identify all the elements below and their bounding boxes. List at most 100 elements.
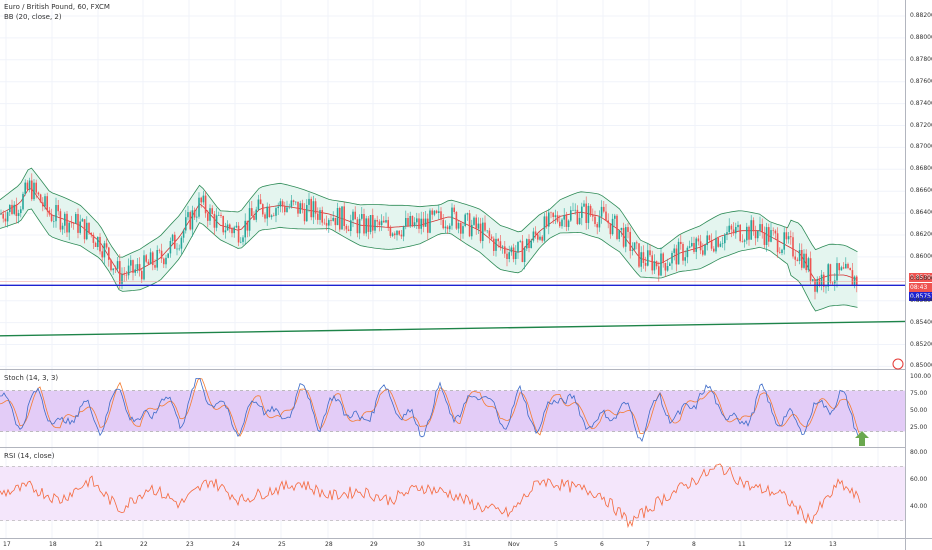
candle-body: [204, 195, 207, 214]
candle-body: [781, 249, 783, 253]
time-tick-label: 8: [692, 541, 696, 548]
candle-body: [391, 233, 394, 236]
candle-body: [178, 248, 180, 250]
candle-body: [453, 207, 455, 212]
candle-body: [299, 203, 301, 214]
candle-body: [376, 220, 378, 222]
candle-body: [622, 227, 625, 247]
candle-body: [488, 230, 491, 237]
candle-body: [66, 213, 68, 233]
candle-body: [596, 224, 598, 228]
candle-body: [717, 237, 719, 247]
candle-body: [134, 269, 136, 273]
candle-body: [116, 261, 119, 269]
candle-body: [512, 247, 515, 260]
candle-body: [466, 213, 469, 215]
candle-body: [532, 231, 535, 241]
candle-body: [473, 217, 475, 225]
candle-body: [638, 243, 640, 267]
candle-body: [46, 196, 48, 211]
candle-body: [180, 237, 183, 249]
bb-indicator-label[interactable]: BB (20, close, 2): [4, 13, 62, 21]
candle-body: [152, 252, 154, 266]
stoch-indicator-label[interactable]: Stoch (14, 3, 3): [4, 374, 59, 382]
candle-body: [303, 209, 306, 222]
candle-body: [389, 228, 392, 236]
countdown-label: 08:43: [909, 283, 932, 292]
candle-body: [486, 230, 488, 232]
time-tick-label: 18: [49, 541, 57, 548]
candle-body: [13, 204, 15, 214]
candle-body: [163, 258, 165, 265]
candle-body: [281, 201, 284, 207]
candle-body: [114, 268, 117, 270]
candle-body: [44, 196, 46, 207]
candle-body: [592, 215, 594, 217]
candle-body: [651, 255, 653, 271]
candle-body: [53, 221, 55, 222]
candle-body: [255, 209, 257, 220]
candle-body: [127, 265, 130, 276]
candle-body: [202, 195, 205, 203]
candle-body: [462, 226, 464, 234]
candle-body: [519, 241, 521, 242]
candle-body: [70, 222, 73, 224]
candle-body: [475, 217, 477, 229]
candle-body: [798, 250, 801, 261]
candle-body: [510, 247, 513, 253]
candle-body: [81, 219, 84, 222]
candle-body: [497, 238, 499, 242]
candle-body: [620, 227, 623, 230]
candle-body: [695, 238, 697, 252]
candle-body: [550, 212, 552, 214]
candle-body: [99, 237, 101, 252]
candle-body: [548, 212, 550, 227]
candle-body: [380, 220, 383, 226]
candle-body: [794, 256, 796, 260]
candle-body: [354, 211, 356, 220]
candle-body: [563, 215, 565, 220]
candle-body: [490, 236, 493, 239]
candle-body: [534, 231, 537, 235]
candle-body: [671, 252, 673, 264]
candle-body: [776, 233, 779, 253]
candle-body: [273, 215, 275, 216]
candle-body: [574, 209, 576, 211]
candle-body: [561, 219, 563, 227]
candle-body: [105, 243, 108, 248]
candle-body: [57, 205, 59, 212]
candle-body: [805, 253, 807, 271]
candle-body: [198, 197, 200, 217]
line-price-label: 0.85757: [909, 292, 932, 301]
candle-body: [290, 200, 293, 207]
candle-body: [193, 210, 196, 218]
stoch-d-line: [0, 377, 861, 437]
candle-body: [312, 201, 315, 218]
candle-body: [471, 224, 473, 237]
rsi-indicator-label[interactable]: RSI (14, close): [4, 452, 55, 460]
candle-body: [345, 226, 348, 230]
candle-body: [33, 182, 35, 200]
candle-body: [218, 215, 220, 216]
candle-body: [103, 243, 106, 258]
candle-body: [748, 226, 750, 240]
candle-body: [361, 214, 363, 219]
time-tick-label: 25: [278, 541, 286, 548]
candle-body: [827, 264, 829, 287]
candle-body: [743, 240, 746, 242]
candle-body: [576, 209, 579, 224]
candle-body: [356, 219, 359, 234]
candle-body: [618, 229, 620, 239]
candle-body: [242, 237, 244, 242]
candle-body: [268, 206, 271, 217]
candle-body: [226, 224, 229, 231]
candle-body: [352, 211, 354, 221]
candle-body: [735, 227, 737, 234]
candle-body: [301, 203, 304, 210]
candle-body: [55, 205, 57, 222]
candle-body: [416, 218, 418, 223]
